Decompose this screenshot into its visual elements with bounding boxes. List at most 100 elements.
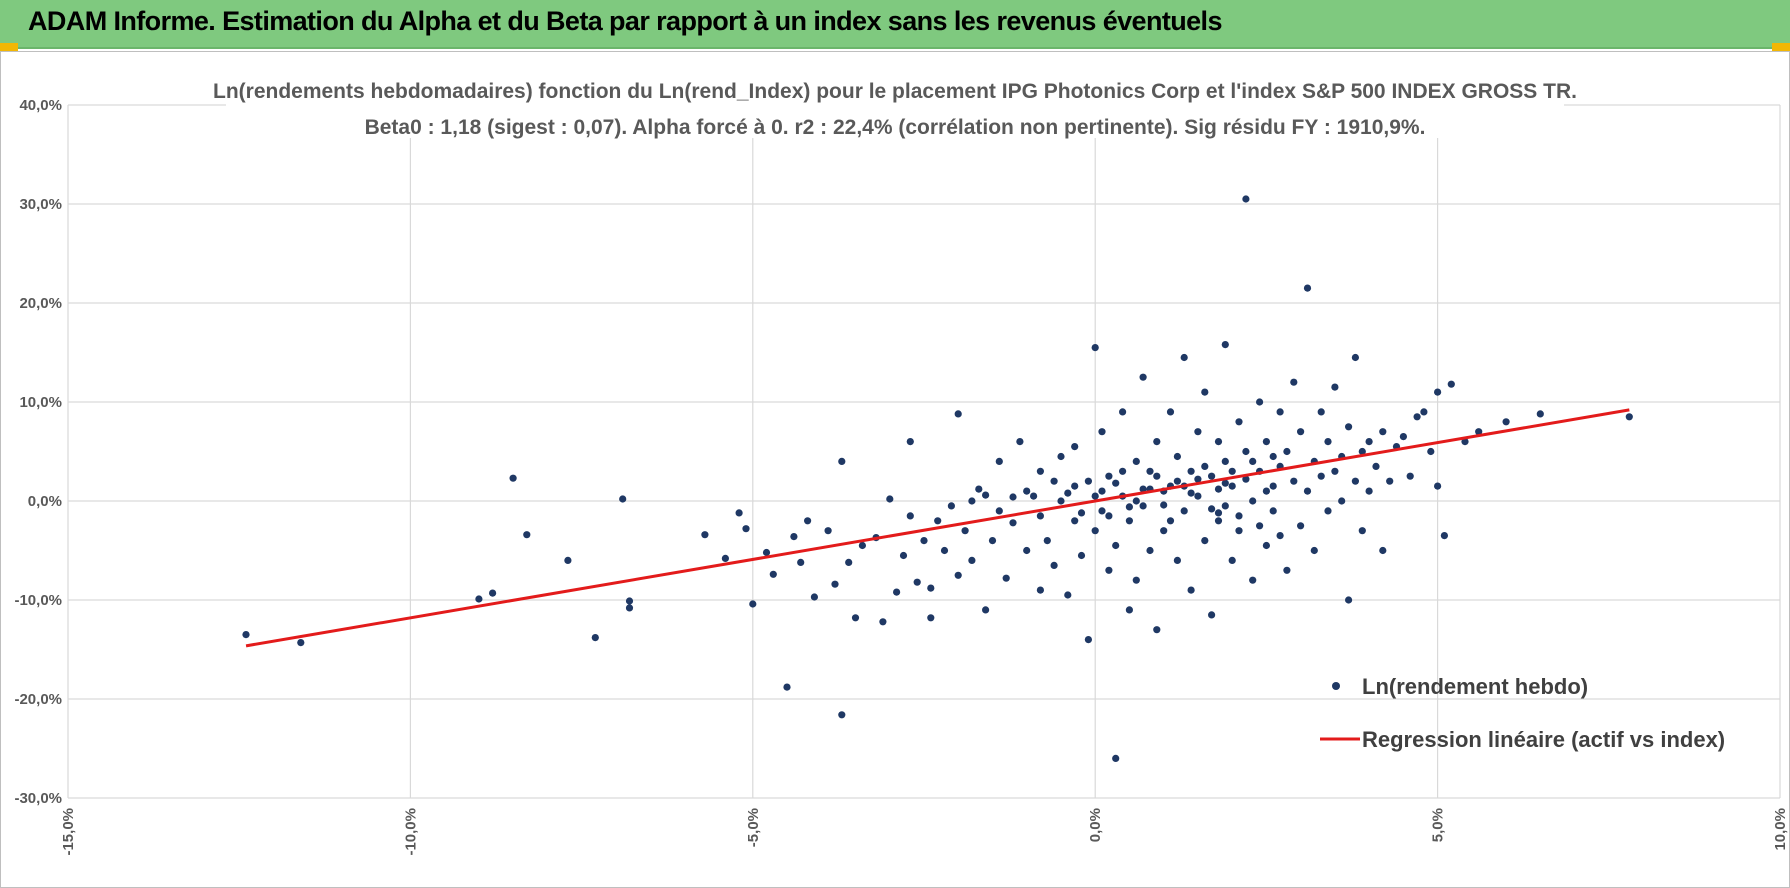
x-tick-label: -15,0% <box>60 808 77 856</box>
scatter-point <box>1214 485 1223 493</box>
scatter-point <box>838 711 846 719</box>
scatter-point <box>1187 467 1195 475</box>
scatter-point <box>858 541 867 550</box>
corner-accent-right <box>1772 43 1790 51</box>
scatter-point <box>1112 754 1120 763</box>
scatter-point <box>927 584 935 592</box>
y-tick-label: -30,0% <box>14 790 62 807</box>
scatter-point <box>1221 479 1229 487</box>
scatter-point <box>1262 487 1270 495</box>
report-title: ADAM Informe. Estimation du Alpha et du … <box>28 6 1222 36</box>
scatter-point <box>1290 477 1298 485</box>
scatter-point <box>1269 482 1277 490</box>
scatter-point <box>1214 517 1223 525</box>
scatter-point <box>591 634 599 642</box>
scatter-point <box>831 580 839 588</box>
scatter-point <box>1256 522 1264 530</box>
scatter-point <box>1214 438 1223 446</box>
scatter-point <box>1002 574 1010 582</box>
scatter-point <box>1269 452 1277 461</box>
scatter-point <box>1098 428 1106 436</box>
scatter-point <box>1194 492 1202 500</box>
scatter-point <box>1119 408 1127 416</box>
scatter-point <box>1064 591 1072 599</box>
scatter-point <box>1125 606 1133 614</box>
scatter-point <box>1173 556 1181 565</box>
scatter-point <box>1146 467 1154 475</box>
scatter-point <box>625 604 634 612</box>
scatter-point <box>1173 452 1181 461</box>
scatter-point <box>1297 522 1305 530</box>
report-banner: ADAM Informe. Estimation du Alpha et du … <box>0 0 1790 49</box>
scatter-point <box>1139 373 1147 381</box>
scatter-point <box>1166 408 1175 416</box>
scatter-point <box>934 517 942 525</box>
scatter-point <box>1440 532 1448 540</box>
scatter-point <box>1125 517 1133 525</box>
scatter-point <box>906 438 914 446</box>
scatter-point <box>954 571 962 579</box>
scatter-point <box>1249 576 1257 584</box>
grid-lines <box>67 104 1781 799</box>
x-tick-label: 10,0% <box>1772 808 1789 851</box>
scatter-point <box>1235 512 1243 520</box>
scatter-point <box>475 595 483 603</box>
scatter-point <box>1180 507 1188 515</box>
scatter-point <box>899 551 908 560</box>
scatter-point <box>845 558 853 567</box>
scatter-point <box>1235 418 1243 426</box>
scatter-point <box>1139 502 1147 510</box>
scatter-point <box>1036 586 1044 594</box>
scatter-point <box>1084 477 1092 485</box>
scatter-point <box>1194 475 1202 483</box>
y-tick-label: 0,0% <box>28 493 62 510</box>
scatter-point <box>1338 497 1346 505</box>
scatter-point <box>1201 537 1209 545</box>
x-tick-label: 0,0% <box>1087 808 1104 842</box>
scatter-point <box>797 558 805 567</box>
scatter-point <box>1071 443 1079 451</box>
scatter-point <box>1502 418 1510 426</box>
scatter-point <box>1317 408 1325 416</box>
scatter-point <box>1303 284 1312 292</box>
scatter-point <box>1146 546 1154 555</box>
scatter-point <box>1187 586 1195 594</box>
scatter-point <box>1228 556 1236 565</box>
scatter-point <box>1084 636 1092 644</box>
scatter-point <box>804 517 812 525</box>
scatter-point <box>1043 537 1051 545</box>
scatter-point <box>1379 546 1387 555</box>
scatter-point <box>1290 378 1298 386</box>
scatter-point <box>1386 477 1394 485</box>
scatter-point <box>1221 502 1229 510</box>
scatter-point <box>1625 413 1633 421</box>
scatter-point <box>489 589 497 597</box>
scatter-point <box>1009 519 1017 527</box>
chart-area <box>0 51 1790 888</box>
scatter-point <box>947 502 956 510</box>
scatter-point <box>1036 512 1044 520</box>
y-tick-label: 40,0% <box>19 97 62 114</box>
scatter-point <box>1310 546 1318 555</box>
scatter-point <box>940 546 949 555</box>
scatter-point <box>1427 447 1435 456</box>
scatter-point <box>982 606 990 614</box>
scatter-point <box>1434 388 1442 396</box>
scatter-point <box>1194 428 1202 436</box>
scatter-point <box>1105 512 1113 520</box>
scatter-point <box>1249 497 1257 505</box>
scatter-point <box>1228 482 1236 490</box>
scatter-point <box>906 512 914 520</box>
corner-accent-left <box>0 43 18 51</box>
x-tick-label: -10,0% <box>402 808 419 856</box>
scatter-point <box>1228 467 1236 475</box>
scatter-point <box>1331 383 1339 391</box>
chart-title-line-1: Ln(rendements hebdomadaires) fonction du… <box>213 80 1577 103</box>
scatter-point <box>1324 438 1332 446</box>
scatter-point <box>1153 472 1161 480</box>
scatter-point <box>1208 472 1216 480</box>
y-axis-ticks: -30,0% -20,0% -10,0% 0,0% 10,0% 20,0% 30,0% 40,… <box>14 97 62 807</box>
scatter-point <box>1235 527 1243 535</box>
scatter-point <box>1050 561 1058 570</box>
